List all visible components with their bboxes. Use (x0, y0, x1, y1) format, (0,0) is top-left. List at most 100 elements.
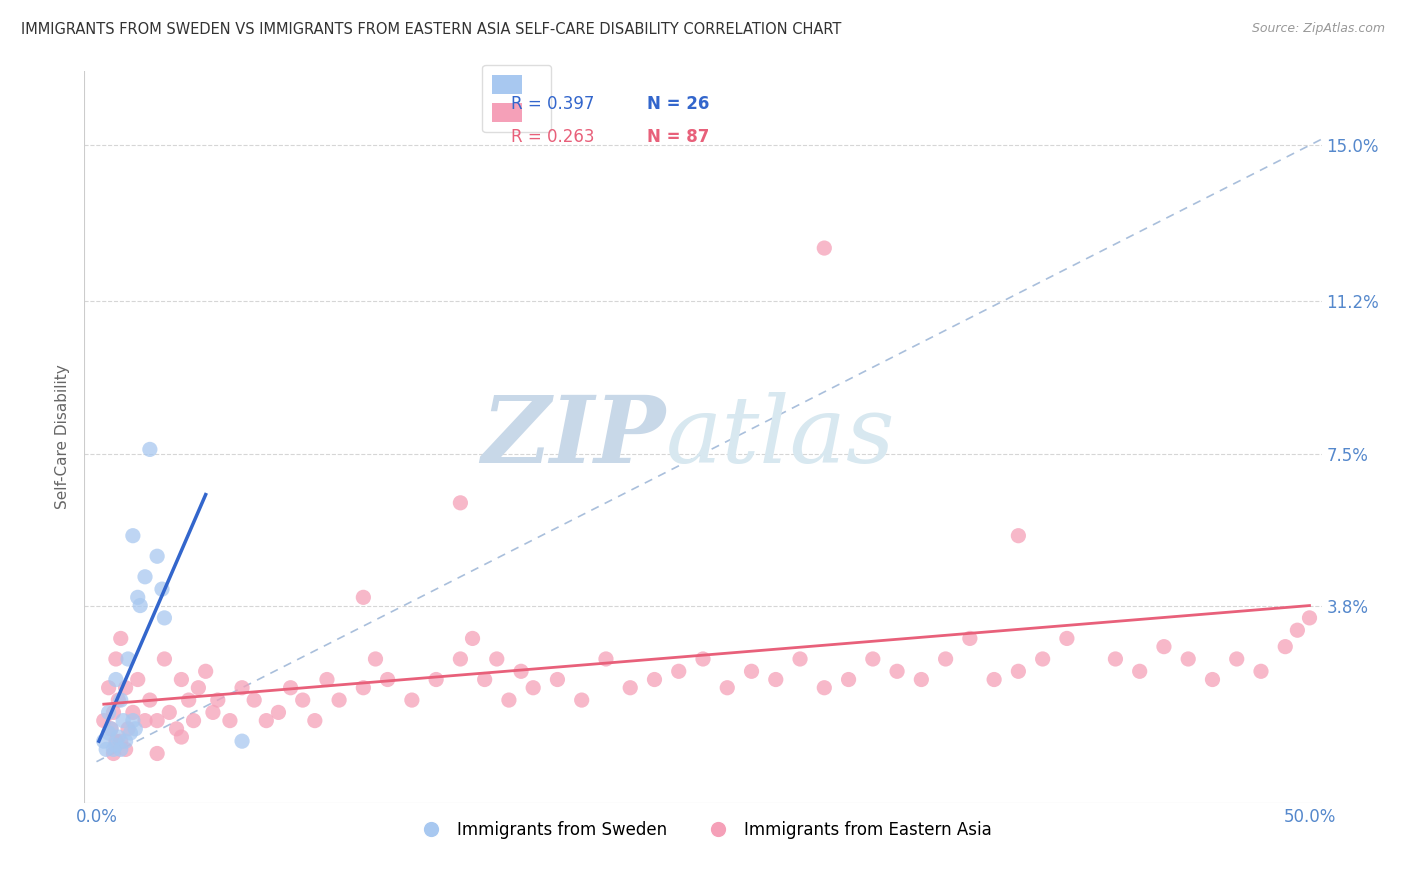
Point (207, 693, 229, 707)
Point (474, 673, 496, 687)
Point (1032, 652, 1054, 666)
Point (1226, 652, 1249, 666)
Point (100, 722, 122, 736)
Point (716, 681, 738, 695)
Point (110, 693, 132, 707)
Point (1201, 673, 1223, 687)
Point (862, 652, 884, 666)
Point (231, 681, 253, 695)
Point (425, 673, 447, 687)
Point (187, 681, 209, 695)
Point (170, 673, 193, 687)
Text: IMMIGRANTS FROM SWEDEN VS IMMIGRANTS FROM EASTERN ASIA SELF-CARE DISABILITY CORR: IMMIGRANTS FROM SWEDEN VS IMMIGRANTS FRO… (21, 22, 841, 37)
Point (316, 673, 339, 687)
Text: N = 87: N = 87 (647, 128, 710, 146)
Point (201, 706, 224, 720)
Point (129, 599, 152, 613)
Point (97, 681, 120, 695)
Point (103, 742, 125, 756)
Point (177, 693, 200, 707)
Point (364, 652, 387, 666)
Point (595, 652, 617, 666)
Point (104, 739, 127, 753)
Point (134, 570, 156, 584)
Point (122, 529, 145, 543)
Point (789, 652, 811, 666)
Point (741, 665, 763, 679)
Point (153, 611, 176, 625)
Text: Source: ZipAtlas.com: Source: ZipAtlas.com (1251, 22, 1385, 36)
Point (93, 714, 115, 728)
Point (110, 742, 132, 756)
Point (352, 591, 374, 605)
Legend: Immigrants from Sweden, Immigrants from Eastern Asia: Immigrants from Sweden, Immigrants from … (408, 814, 998, 846)
Point (170, 730, 193, 744)
Point (117, 722, 139, 736)
Point (146, 549, 169, 564)
Point (692, 652, 714, 666)
Point (110, 632, 132, 646)
Point (231, 734, 253, 748)
Point (157, 706, 180, 720)
Point (100, 722, 122, 736)
Point (280, 681, 302, 695)
Point (401, 693, 423, 707)
Point (1274, 640, 1296, 654)
Point (97, 726, 120, 740)
Point (546, 673, 568, 687)
Point (114, 742, 136, 756)
Text: N = 26: N = 26 (647, 95, 710, 113)
Point (97, 706, 120, 720)
Point (352, 681, 374, 695)
Point (114, 681, 136, 695)
Point (243, 693, 266, 707)
Point (114, 734, 136, 748)
Point (122, 706, 145, 720)
Point (983, 673, 1005, 687)
Point (103, 706, 125, 720)
Point (120, 726, 142, 740)
Point (1056, 632, 1078, 646)
Text: R = 0.397: R = 0.397 (512, 95, 595, 113)
Point (103, 747, 125, 761)
Point (1153, 640, 1175, 654)
Point (959, 632, 981, 646)
Point (194, 665, 217, 679)
Point (124, 722, 146, 736)
Point (104, 734, 127, 748)
Point (1250, 665, 1272, 679)
Point (1129, 665, 1152, 679)
Point (150, 582, 173, 596)
Point (328, 693, 350, 707)
Point (1007, 529, 1029, 543)
Point (838, 673, 860, 687)
Point (765, 673, 787, 687)
Point (127, 591, 149, 605)
Point (571, 693, 593, 707)
Point (910, 673, 932, 687)
Point (219, 714, 242, 728)
Point (498, 693, 520, 707)
Point (485, 652, 508, 666)
Point (93, 734, 115, 748)
Point (153, 652, 176, 666)
Point (1177, 652, 1199, 666)
Point (127, 673, 149, 687)
Y-axis label: Self-Care Disability: Self-Care Disability (55, 365, 70, 509)
Text: atlas: atlas (666, 392, 896, 482)
Point (146, 714, 169, 728)
Point (619, 681, 641, 695)
Point (522, 681, 544, 695)
Point (304, 714, 326, 728)
Point (377, 673, 399, 687)
Text: ZIP: ZIP (482, 392, 666, 482)
Point (449, 496, 471, 510)
Point (96, 742, 118, 756)
Point (112, 714, 135, 728)
Point (668, 665, 690, 679)
Point (1298, 611, 1320, 625)
Point (1286, 624, 1309, 638)
Point (510, 665, 533, 679)
Point (813, 681, 835, 695)
Point (117, 652, 139, 666)
